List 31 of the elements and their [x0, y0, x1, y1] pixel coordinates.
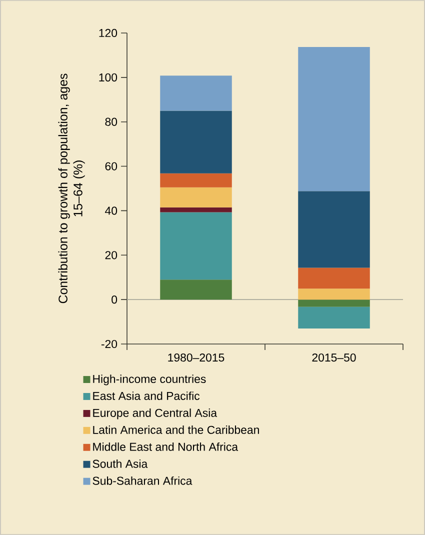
bar [298, 191, 370, 268]
bar [160, 280, 232, 300]
legend-label: Europe and Central Asia [93, 408, 218, 420]
bar [298, 268, 370, 289]
bar [160, 110, 232, 174]
legend-label: High-income countries [93, 374, 206, 386]
legend-label: Sub-Saharan Africa [92, 476, 192, 485]
legend-label: Latin America and the Caribbean [93, 426, 259, 434]
bar [298, 288, 370, 300]
bar [298, 306, 370, 328]
x-tick-label: 1980–2015 [168, 353, 224, 362]
bar [298, 46, 370, 192]
bar [160, 212, 232, 280]
y-tick-label: 20 [105, 251, 118, 260]
bar [160, 187, 232, 208]
y-tick-label: 80 [105, 118, 118, 126]
y-axis-title: Contribution to growth of population, ages 15–64 (%) [58, 74, 85, 304]
y-tick-label: -20 [101, 340, 118, 348]
bar [298, 300, 370, 307]
legend-label: Middle East and North Africa [93, 442, 238, 451]
legend-label: East Asia and Pacific [93, 392, 200, 400]
y-tick-label: 0 [112, 296, 118, 304]
y-tick-label: 40 [105, 206, 118, 215]
bar [160, 76, 232, 111]
y-tick-label: 60 [105, 162, 118, 170]
x-tick-label: 2015–50 [312, 353, 356, 362]
bar [160, 173, 232, 188]
y-tick-label: 100 [99, 73, 118, 82]
legend-label: South Asia [92, 459, 148, 468]
bar [160, 207, 232, 212]
y-tick-label: 120 [99, 28, 118, 38]
